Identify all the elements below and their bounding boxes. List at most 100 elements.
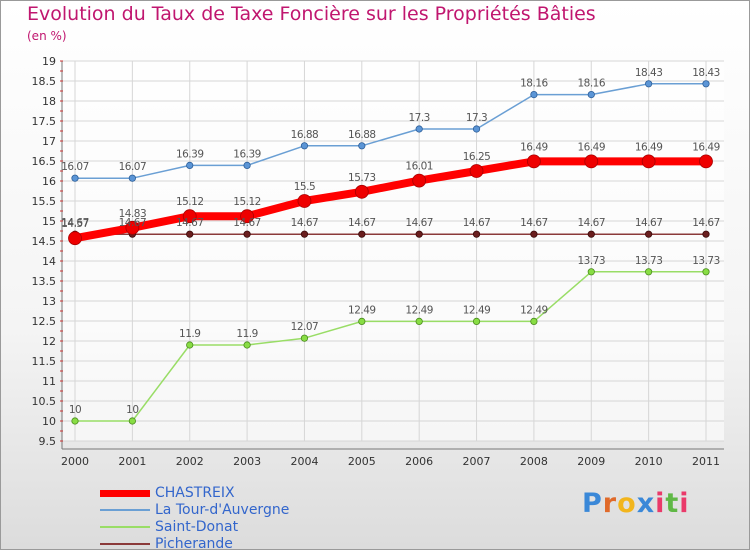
data-point-picherande — [186, 230, 194, 238]
data-point-la-tour-d-auvergne — [358, 142, 366, 150]
y-tick-label: 15.5 — [32, 195, 57, 208]
data-label-la-tour-d-auvergne: 18.43 — [692, 67, 720, 79]
data-point-la-tour-d-auvergne — [702, 80, 710, 88]
chart-title: Evolution du Taux de Taxe Foncière sur l… — [27, 3, 596, 25]
legend-swatch-chastreix — [100, 490, 150, 497]
x-tick-label: 2006 — [405, 455, 433, 468]
data-point-saint-donat — [186, 341, 194, 349]
data-label-chastreix: 15.12 — [233, 196, 261, 208]
data-label-picherande: 14.67 — [635, 217, 663, 229]
data-point-picherande — [530, 230, 538, 238]
data-point-la-tour-d-auvergne — [415, 125, 423, 133]
y-tick-label: 12.5 — [32, 315, 57, 328]
data-label-picherande: 14.67 — [291, 217, 319, 229]
data-point-chastreix — [125, 220, 140, 235]
data-point-la-tour-d-auvergne — [472, 125, 481, 133]
y-tick-label: 19 — [42, 55, 56, 68]
data-label-saint-donat: 10 — [126, 404, 138, 416]
legend-label-picherande: Picherande — [155, 536, 233, 552]
data-label-chastreix: 15.73 — [348, 172, 376, 184]
data-label-picherande: 14.67 — [405, 217, 433, 229]
data-point-saint-donat — [702, 268, 710, 276]
legend-label-la-tour-d-auvergne: La Tour-d'Auvergne — [155, 502, 290, 518]
y-tick-label: 18 — [42, 95, 56, 108]
data-label-picherande: 14.67 — [577, 217, 605, 229]
data-label-chastreix: 14.57 — [61, 218, 89, 230]
data-label-saint-donat: 10 — [69, 404, 81, 416]
data-point-chastreix — [584, 154, 599, 169]
proxiti-logo: Proxiti — [582, 488, 690, 519]
y-tick-label: 11 — [42, 375, 56, 388]
x-tick-label: 2000 — [61, 455, 89, 468]
data-point-la-tour-d-auvergne — [530, 91, 538, 99]
data-point-chastreix — [297, 194, 312, 208]
data-point-chastreix — [412, 173, 427, 188]
data-point-saint-donat — [71, 417, 79, 425]
data-label-picherande: 14.67 — [348, 217, 376, 229]
data-point-la-tour-d-auvergne — [645, 80, 653, 88]
legend-swatch-picherande — [100, 543, 150, 545]
unit-label: (en %) — [27, 29, 67, 43]
data-label-chastreix: 16.49 — [520, 141, 548, 153]
data-label-chastreix: 16.49 — [577, 141, 605, 153]
y-tick-label: 13.5 — [32, 275, 57, 288]
data-label-la-tour-d-auvergne: 16.88 — [348, 129, 376, 141]
data-point-picherande — [415, 230, 423, 238]
data-point-saint-donat — [472, 317, 481, 325]
data-point-chastreix — [354, 184, 369, 199]
logo-letter: t — [665, 488, 680, 519]
data-label-saint-donat: 12.49 — [348, 304, 376, 316]
data-point-saint-donat — [645, 268, 653, 276]
series-line-saint-donat — [74, 271, 707, 422]
data-label-chastreix: 16.49 — [692, 141, 720, 153]
data-point-la-tour-d-auvergne — [128, 174, 136, 182]
data-label-chastreix: 16.49 — [635, 141, 663, 153]
data-point-la-tour-d-auvergne — [300, 142, 309, 150]
data-point-saint-donat — [530, 317, 538, 325]
data-label-saint-donat: 13.73 — [692, 255, 720, 267]
data-label-picherande: 14.67 — [520, 217, 548, 229]
data-point-chastreix — [240, 209, 254, 224]
data-label-saint-donat: 12.49 — [463, 304, 491, 316]
data-point-la-tour-d-auvergne — [243, 161, 251, 169]
data-point-chastreix — [182, 209, 197, 224]
y-tick-label: 14 — [42, 255, 56, 268]
data-point-picherande — [243, 230, 251, 238]
data-label-la-tour-d-auvergne: 17.3 — [466, 112, 487, 124]
data-point-saint-donat — [243, 341, 251, 349]
data-label-la-tour-d-auvergne: 17.3 — [408, 112, 429, 124]
data-label-picherande: 14.67 — [61, 217, 89, 229]
data-label-la-tour-d-auvergne: 16.07 — [119, 161, 147, 173]
x-tick-label: 2010 — [635, 455, 663, 468]
legend-swatch-saint-donat — [100, 526, 150, 528]
data-label-la-tour-d-auvergne: 16.39 — [233, 148, 261, 160]
x-tick-label: 2001 — [118, 455, 146, 468]
data-point-la-tour-d-auvergne — [71, 174, 79, 182]
data-label-chastreix: 15.12 — [176, 196, 204, 208]
data-point-chastreix — [699, 154, 713, 169]
data-point-picherande — [300, 230, 309, 238]
y-tick-label: 15 — [42, 215, 56, 228]
data-label-chastreix: 16.01 — [405, 161, 433, 173]
data-point-saint-donat — [415, 317, 423, 325]
data-label-la-tour-d-auvergne: 18.43 — [635, 67, 663, 79]
y-tick-label: 11.5 — [32, 355, 57, 368]
legend-swatch-la-tour-d-auvergne — [100, 509, 150, 511]
data-point-picherande — [358, 230, 366, 238]
data-label-saint-donat: 13.73 — [577, 255, 605, 267]
data-point-picherande — [645, 230, 653, 238]
data-point-chastreix — [641, 154, 656, 169]
data-point-saint-donat — [300, 334, 309, 342]
data-label-picherande: 14.67 — [463, 217, 491, 229]
series-line-chastreix — [71, 157, 710, 243]
x-tick-label: 2005 — [348, 455, 376, 468]
data-label-saint-donat: 13.73 — [635, 255, 663, 267]
data-point-picherande — [702, 230, 710, 238]
data-label-saint-donat: 12.49 — [405, 304, 433, 316]
data-point-saint-donat — [128, 417, 136, 425]
data-point-chastreix — [68, 231, 82, 246]
data-label-saint-donat: 11.9 — [179, 328, 200, 340]
logo-letter: r — [602, 488, 618, 519]
x-tick-label: 2008 — [520, 455, 548, 468]
